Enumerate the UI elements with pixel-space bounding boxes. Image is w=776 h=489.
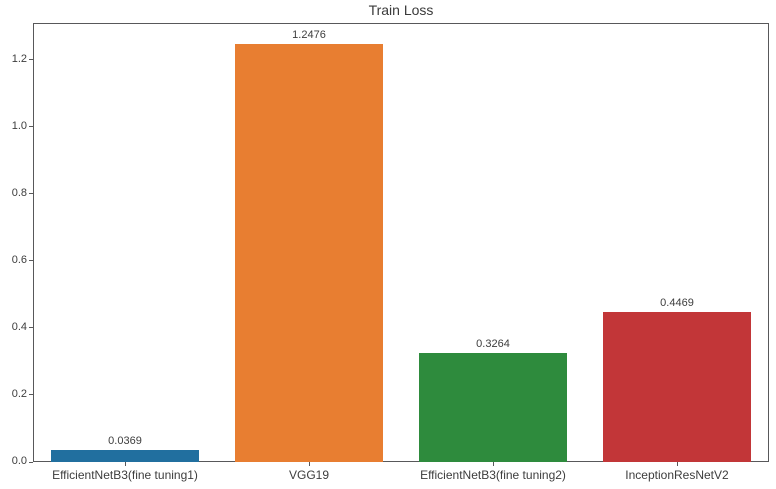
- y-tick-label: 0.8: [11, 186, 27, 199]
- chart-title: Train Loss: [368, 2, 434, 18]
- y-tick-mark: [29, 394, 33, 396]
- bar-value-label: 0.3264: [476, 337, 510, 350]
- y-tick-label: 0.6: [11, 253, 27, 266]
- y-tick-label: 1.0: [11, 119, 27, 132]
- y-tick-label: 1.2: [11, 52, 27, 65]
- y-tick-mark: [29, 126, 33, 128]
- bar-value-label: 1.2476: [292, 28, 326, 41]
- x-tick-mark: [308, 462, 310, 466]
- bar-4: [603, 312, 751, 462]
- x-tick-label: EfficientNetB3(fine tuning1): [52, 468, 198, 482]
- x-tick-label: InceptionResNetV2: [625, 468, 729, 482]
- x-tick-mark: [676, 462, 678, 466]
- y-tick-mark: [29, 193, 33, 195]
- y-tick-label: 0.2: [11, 387, 27, 400]
- x-tick-mark: [492, 462, 494, 466]
- x-tick-label: VGG19: [288, 468, 330, 482]
- y-tick-label: 0.4: [11, 320, 27, 333]
- y-tick-mark: [29, 327, 33, 329]
- y-tick-mark: [29, 461, 33, 463]
- plot-area: [33, 23, 769, 462]
- x-tick-label: EfficientNetB3(fine tuning2): [420, 468, 566, 482]
- bar-3: [419, 352, 567, 462]
- y-tick-mark: [29, 59, 33, 61]
- bar-1: [51, 449, 199, 462]
- bar-value-label: 0.0369: [108, 434, 142, 447]
- bar-2: [235, 43, 383, 462]
- y-tick-label: 0.0: [11, 455, 27, 467]
- bar-value-label: 0.4469: [660, 297, 694, 310]
- y-tick-mark: [29, 260, 33, 262]
- x-tick-mark: [124, 462, 126, 466]
